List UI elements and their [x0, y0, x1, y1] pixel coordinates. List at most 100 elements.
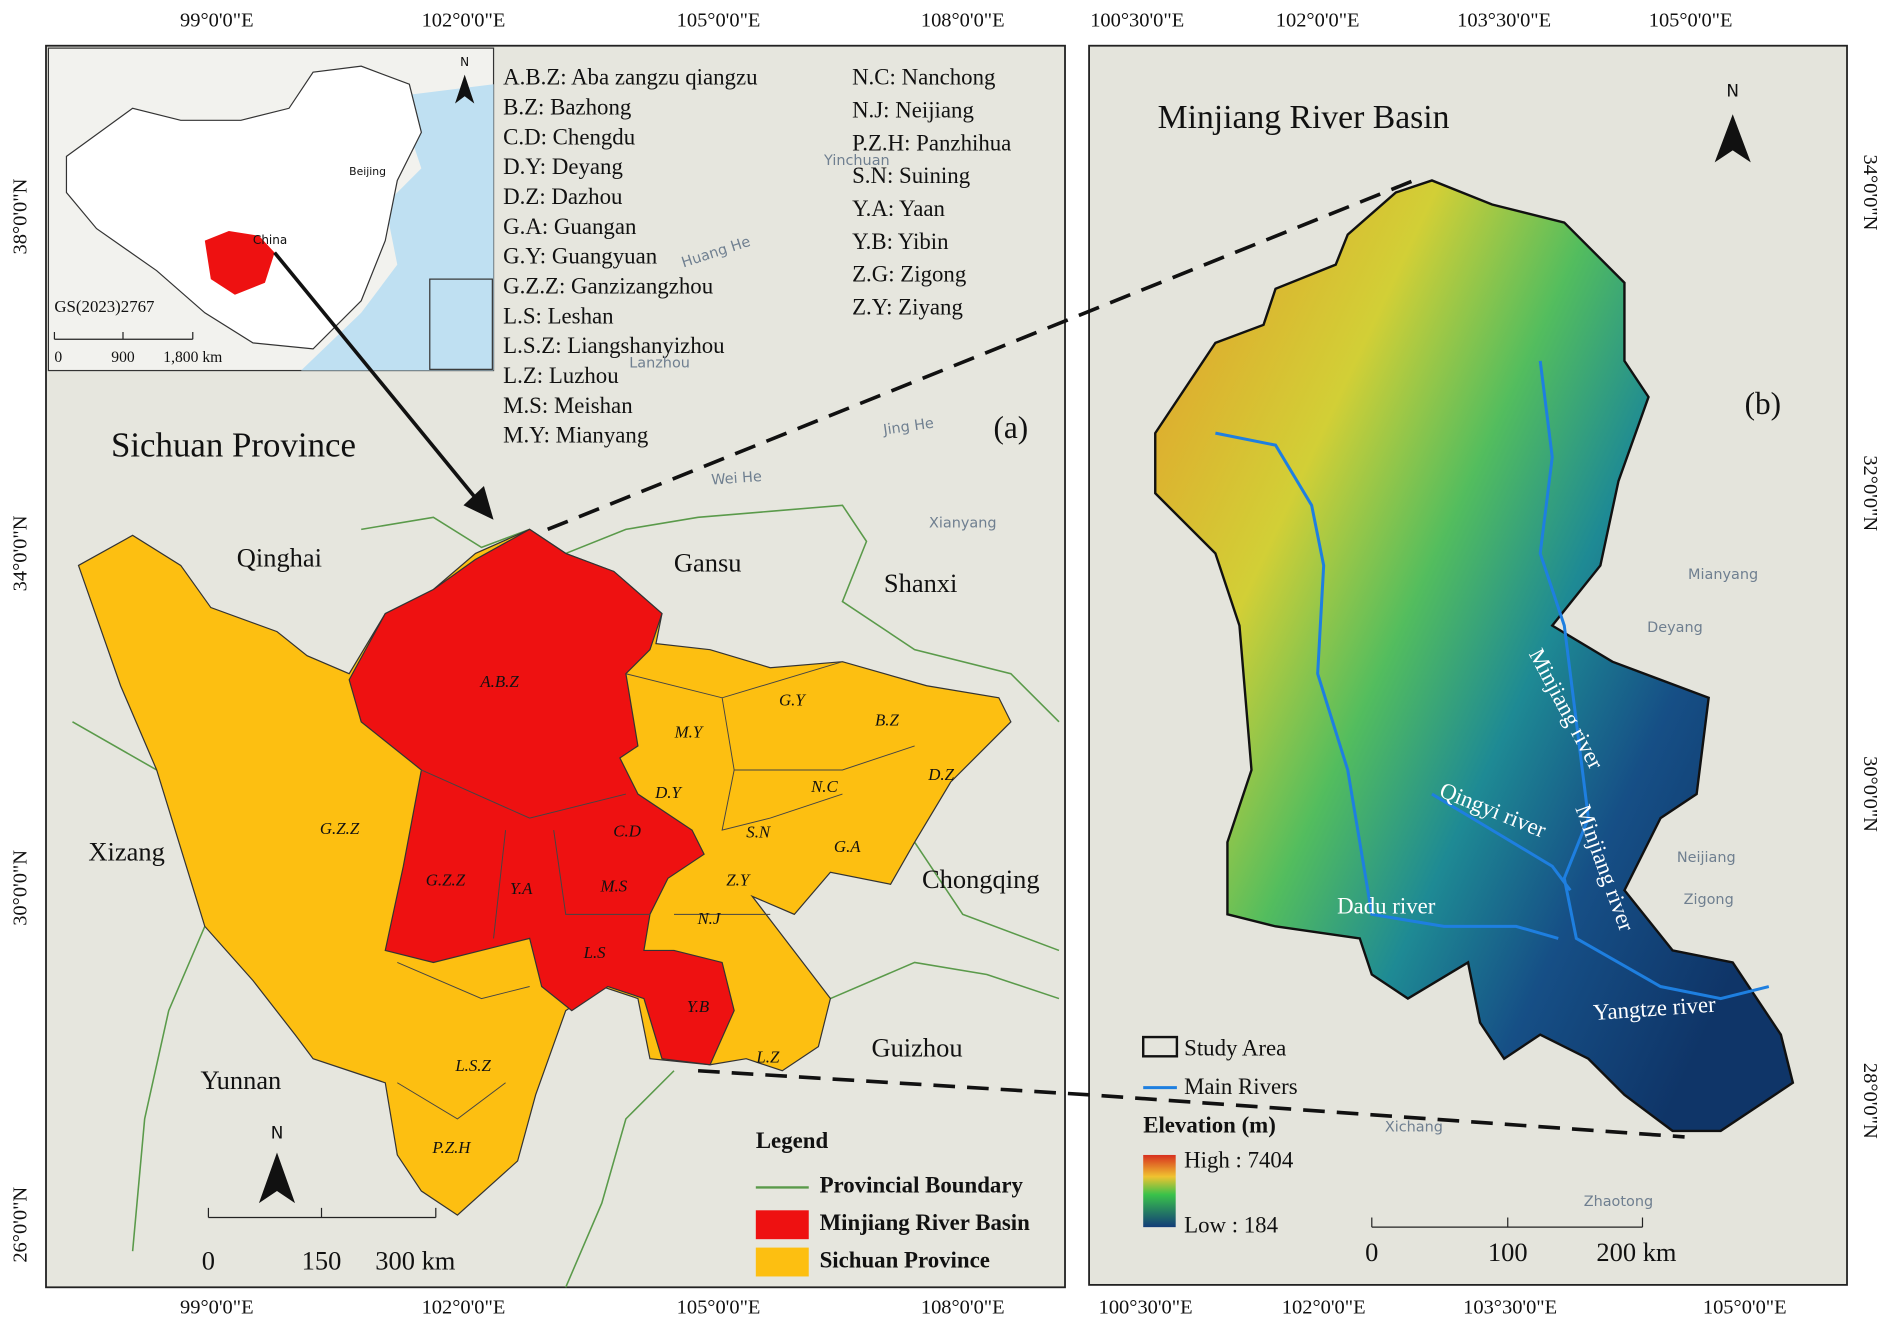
scale-label: 150: [302, 1245, 342, 1275]
arrow-line: [273, 251, 483, 507]
panel-title: Minjiang River Basin: [1158, 99, 1450, 136]
scale-label: 0: [1365, 1237, 1378, 1267]
province-label: Xizang: [88, 836, 164, 866]
region-label: Y.B: [687, 997, 709, 1016]
inset-north-arrow: [455, 74, 475, 104]
city-label: Zigong: [1684, 892, 1734, 908]
basemap-label: Wei He: [711, 469, 763, 488]
city-label: Mianyang: [1688, 567, 1758, 583]
province-label: Qinghai: [237, 543, 322, 573]
scale-bar: [207, 1207, 437, 1219]
legend-basin-swatch: [755, 1210, 809, 1240]
scale-label: 300 km: [375, 1245, 456, 1275]
region-label: G.Z.Z: [426, 871, 466, 890]
region-label: B.Z: [875, 711, 899, 730]
abbreviation: M.Y: Mianyang: [503, 423, 648, 448]
region-label: L.Z: [755, 1048, 780, 1067]
inset-south-sea: [429, 278, 493, 370]
axis-label: 102°0'0"E: [422, 9, 506, 31]
region-label: G.A: [834, 837, 861, 856]
axis-label: 32°0'0"N: [1859, 455, 1881, 531]
legend-label: Low : 184: [1184, 1212, 1278, 1237]
scale-bar: [1371, 1217, 1644, 1228]
abbreviation: Z.Y: Ziyang: [852, 295, 963, 320]
legend-label: Minjiang River Basin: [820, 1210, 1031, 1235]
abbreviation: L.S: Leshan: [503, 303, 614, 328]
basemap-label: Jing He: [881, 416, 935, 439]
region-label: N.J: [696, 909, 721, 928]
inset-scale-label: 0: [54, 349, 62, 366]
city-label: Neijiang: [1677, 850, 1736, 866]
abbreviation: S.N: Suining: [852, 163, 970, 188]
axis-label: 99°0'0"E: [180, 1297, 254, 1319]
axis-label: 105°0'0"E: [1649, 9, 1733, 31]
inset-label: China: [253, 233, 287, 247]
region-label: Z.Y: [726, 871, 751, 890]
basemap-label: Xianyang: [929, 515, 997, 531]
legend-label: Main Rivers: [1184, 1074, 1298, 1099]
axis-label: 103°30'0"E: [1457, 9, 1551, 31]
inset-code: GS(2023)2767: [54, 297, 154, 316]
region-label: P.Z.H: [431, 1138, 471, 1157]
axis-label: 30°0'0"N: [10, 850, 32, 926]
region-label: N.C: [810, 777, 838, 796]
provincial-boundary: [72, 504, 1060, 1288]
legend-label: Study Area: [1184, 1036, 1286, 1061]
city-label: Deyang: [1647, 620, 1703, 636]
axis-label: 34°0'0"N: [1859, 155, 1881, 231]
panel-title: Sichuan Province: [111, 426, 356, 465]
region-label: L.S.Z: [454, 1056, 491, 1075]
north-arrow: [1714, 114, 1751, 163]
region-label: Y.A: [510, 879, 533, 898]
scale-label: 200 km: [1596, 1237, 1677, 1267]
link-line: [547, 178, 1685, 1139]
abbreviation: G.Y: Guangyuan: [503, 244, 658, 269]
abbreviation: A.B.Z: Aba zangzu qiangzu: [503, 65, 758, 90]
legend-label: Sichuan Province: [820, 1247, 990, 1272]
axis-label: 34°0'0"N: [10, 515, 32, 591]
legend-title: Legend: [756, 1128, 829, 1153]
axis-label: 30°0'0"N: [1859, 756, 1881, 832]
legend-title: Elevation (m): [1143, 1113, 1276, 1138]
basemap-label: Yinchuan: [823, 153, 890, 169]
inset-scale-label: 1,800 km: [163, 349, 222, 366]
abbreviation: L.Z: Luzhou: [503, 363, 619, 388]
river-label: Dadu river: [1337, 894, 1436, 919]
region-label: G.Z.Z: [320, 819, 360, 838]
abbreviation: Y.A: Yaan: [852, 196, 945, 221]
legend-sichuan-swatch: [755, 1247, 809, 1277]
abbreviation: M.S: Meishan: [503, 393, 633, 418]
province-label: Chongqing: [922, 864, 1040, 894]
province-label: Yunnan: [200, 1065, 281, 1095]
region-label: D.Y: [654, 783, 682, 802]
abbreviation: N.J: Neijiang: [852, 97, 974, 122]
axis-label: 99°0'0"E: [180, 9, 254, 31]
north-label: N: [1726, 80, 1739, 100]
abbreviation: P.Z.H: Panzhihua: [852, 130, 1011, 155]
axis-label: 108°0'0"E: [921, 9, 1005, 31]
prefecture-boundary: [397, 661, 915, 1120]
abbreviation: L.S.Z: Liangshanyizhou: [503, 333, 725, 358]
scale-label: 100: [1488, 1237, 1528, 1267]
region-label: M.S: [600, 877, 628, 896]
abbreviation: Y.B: Yibin: [852, 229, 949, 254]
region-label: D.Z: [927, 765, 954, 784]
panel-label: (b): [1745, 386, 1781, 421]
abbreviation: B.Z: Bazhong: [503, 94, 631, 119]
city-label: Zhaotong: [1584, 1194, 1653, 1210]
region-label: L.S: [583, 943, 607, 962]
legend-label: High : 7404: [1184, 1147, 1294, 1172]
province-label: Gansu: [674, 548, 742, 578]
axis-label: 108°0'0"E: [921, 1297, 1005, 1319]
axis-label: 26°0'0"N: [10, 1187, 32, 1263]
axis-label: 105°0'0"E: [677, 1297, 761, 1319]
axis-label: 102°0'0"E: [1276, 9, 1360, 31]
inset-sichuan: [204, 230, 275, 295]
north-arrow: [258, 1152, 296, 1204]
city-label: Xichang: [1385, 1119, 1443, 1135]
axis-label: 102°0'0"E: [422, 1297, 506, 1319]
province-label: Guizhou: [871, 1032, 962, 1062]
inset-north-label: N: [460, 55, 469, 69]
inset-label: Beijing: [349, 165, 386, 178]
abbreviation: D.Y: Deyang: [503, 154, 623, 179]
